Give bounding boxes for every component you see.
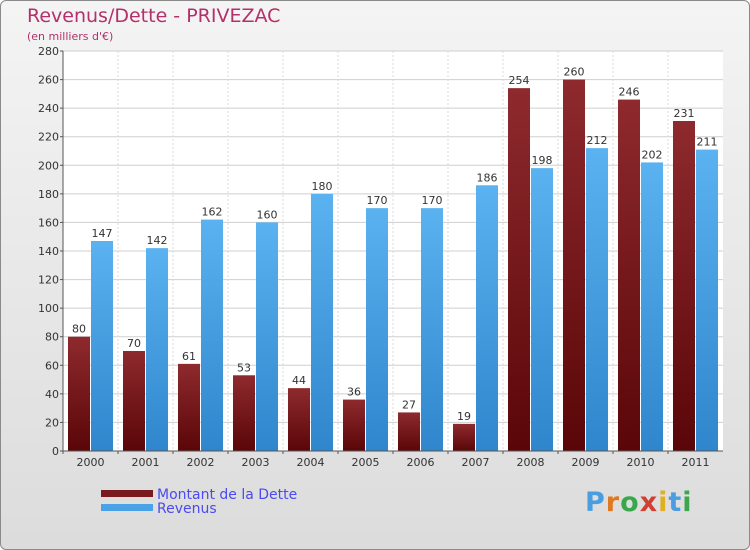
logo-letter: r (605, 487, 621, 518)
y-tick-label: 220 (38, 131, 59, 144)
y-tick-label: 240 (38, 102, 59, 115)
y-tick-label: 60 (45, 359, 59, 372)
data-label-dette: 80 (72, 323, 86, 336)
data-label-dette: 260 (564, 66, 585, 79)
bar-dette (398, 412, 420, 451)
bar-revenus (146, 248, 168, 451)
logo-letter: P (585, 487, 606, 518)
x-tick-label: 2001 (132, 456, 160, 469)
data-label-dette: 19 (457, 410, 471, 423)
x-tick-label: 2008 (517, 456, 545, 469)
data-label-revenus: 186 (477, 171, 498, 184)
bar-revenus (311, 193, 333, 451)
y-tick-label: 160 (38, 216, 59, 229)
legend-swatch-revenus (101, 504, 153, 511)
logo-letter: o (620, 487, 640, 518)
bar-dette (563, 79, 585, 452)
data-label-dette: 44 (292, 374, 306, 387)
data-label-revenus: 147 (92, 227, 113, 240)
y-tick-label: 280 (38, 45, 59, 58)
x-tick-label: 2009 (572, 456, 600, 469)
x-tick-label: 2000 (77, 456, 105, 469)
bar-dette (673, 121, 695, 451)
bar-revenus (366, 208, 388, 451)
data-label-revenus: 162 (202, 206, 223, 219)
data-label-revenus: 142 (147, 234, 168, 247)
y-tick-label: 200 (38, 159, 59, 172)
data-label-dette: 246 (619, 86, 640, 99)
data-label-revenus: 180 (312, 180, 333, 193)
logo-letter: i (658, 487, 669, 518)
chart-title: Revenus/Dette - PRIVEZAC (27, 5, 281, 27)
logo-letter: x (639, 487, 659, 518)
bar-dette (288, 388, 310, 451)
bar-revenus (586, 148, 608, 451)
bar-dette (343, 399, 365, 451)
legend-swatch-dette (101, 490, 153, 497)
x-tick-label: 2002 (187, 456, 215, 469)
data-label-revenus: 202 (642, 148, 663, 161)
y-tick-label: 40 (45, 388, 59, 401)
y-tick-label: 180 (38, 188, 59, 201)
x-tick-label: 2006 (407, 456, 435, 469)
y-tick-label: 20 (45, 416, 59, 429)
x-tick-label: 2011 (682, 456, 710, 469)
y-tick-label: 140 (38, 245, 59, 258)
bar-revenus (256, 222, 278, 451)
data-label-revenus: 211 (697, 136, 718, 149)
y-tick-label: 260 (38, 74, 59, 87)
bar-revenus (641, 162, 663, 451)
data-label-revenus: 212 (587, 134, 608, 147)
data-label-dette: 53 (237, 361, 251, 374)
logo-letter: t (668, 487, 683, 518)
x-tick-label: 2007 (462, 456, 490, 469)
data-label-revenus: 198 (532, 154, 553, 167)
x-tick-label: 2005 (352, 456, 380, 469)
legend-label-revenus: Revenus (157, 501, 217, 517)
x-tick-label: 2003 (242, 456, 270, 469)
x-tick-label: 2004 (297, 456, 325, 469)
data-label-revenus: 170 (367, 194, 388, 207)
bar-dette (233, 375, 255, 451)
data-label-dette: 27 (402, 398, 416, 411)
proxiti-logo: Proxiti (585, 487, 693, 518)
bar-revenus (421, 208, 443, 451)
bar-dette (453, 423, 475, 451)
bar-dette (123, 351, 145, 451)
bar-revenus (696, 149, 718, 452)
x-tick-label: 2010 (627, 456, 655, 469)
data-label-dette: 231 (674, 107, 695, 120)
bar-revenus (91, 241, 113, 451)
data-label-dette: 36 (347, 386, 361, 399)
bar-dette (178, 363, 200, 451)
bar-revenus (531, 168, 553, 451)
y-tick-label: 120 (38, 274, 59, 287)
bar-revenus (201, 219, 223, 451)
bar-dette (618, 99, 640, 452)
bar-dette (508, 88, 530, 452)
chart-subtitle: (en milliers d'€) (27, 30, 114, 43)
logo-letter: i (682, 487, 693, 518)
bar-dette (68, 336, 90, 451)
data-label-revenus: 170 (422, 194, 443, 207)
data-label-dette: 70 (127, 337, 141, 350)
legend-label-dette: Montant de la Dette (157, 487, 298, 503)
y-tick-label: 100 (38, 302, 59, 315)
data-label-dette: 254 (509, 74, 530, 87)
bar-revenus (476, 185, 498, 452)
y-tick-label: 0 (52, 445, 59, 458)
y-tick-label: 80 (45, 331, 59, 344)
data-label-revenus: 160 (257, 208, 278, 221)
data-label-dette: 61 (182, 350, 196, 363)
